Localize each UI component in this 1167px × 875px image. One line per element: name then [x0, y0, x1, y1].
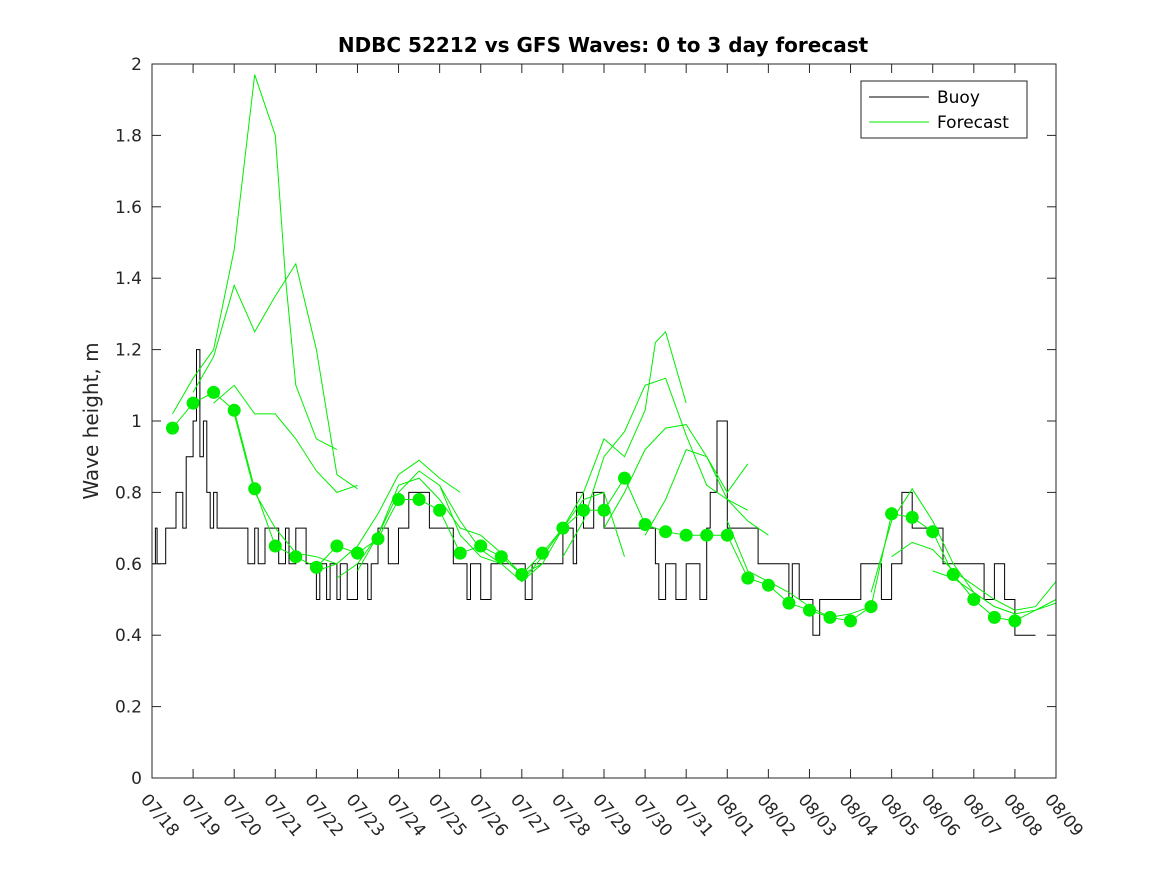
forecast-run-line-12	[644, 448, 769, 536]
forecast-marker	[679, 528, 693, 542]
forecast-marker	[1008, 614, 1022, 628]
forecast-marker	[556, 521, 570, 535]
forecast-marker	[535, 546, 549, 560]
forecast-run-line-5	[316, 459, 461, 572]
y-axis-label: Wave height, m	[79, 342, 103, 499]
forecast-run-line-8	[439, 485, 625, 583]
forecast-marker	[494, 550, 508, 564]
y-tick-label: 0.6	[115, 555, 142, 575]
legend-box	[860, 80, 1028, 139]
y-tick-label: 1.2	[115, 341, 142, 361]
forecast-marker	[309, 560, 323, 574]
forecast-marker	[268, 539, 282, 553]
forecast-marker	[926, 525, 940, 539]
forecast-marker	[453, 546, 467, 560]
forecast-run-line-6	[336, 470, 502, 579]
forecast-marker	[803, 603, 816, 617]
legend-forecast-label: Forecast	[937, 113, 1009, 133]
forecast-marker	[392, 493, 405, 506]
y-tick-label: 2	[131, 55, 142, 75]
forecast-run-line-2	[192, 262, 358, 490]
forecast-run-line-1	[172, 74, 338, 451]
forecast-run-line-3	[213, 384, 358, 493]
y-tick-label: 1	[131, 412, 142, 432]
forecast-marker	[864, 600, 878, 614]
forecast-marker	[905, 510, 919, 524]
forecast-marker	[577, 503, 590, 517]
forecast-marker	[741, 571, 755, 585]
y-axis: 0 0.2 0.4 0.6 0.8 1 1.2 1.4 1.6 1.8 2	[115, 55, 1056, 789]
y-tick-label: 0	[131, 769, 142, 789]
forecast-marker	[166, 421, 179, 435]
forecast-marker	[474, 539, 488, 553]
y-tick-label: 0.8	[115, 483, 142, 503]
forecast-marker	[207, 385, 221, 399]
forecast-marker	[659, 525, 673, 539]
legend: Buoy Forecast	[860, 80, 1028, 139]
forecast-run-line-9	[521, 330, 687, 582]
forecast-marker	[186, 396, 200, 410]
forecast-run-line-4	[233, 413, 338, 565]
forecast-marker	[330, 539, 344, 553]
forecast-marker	[720, 528, 734, 542]
forecast-marker	[371, 532, 385, 546]
forecast-marker	[227, 403, 241, 417]
chart-title: NDBC 52212 vs GFS Waves: 0 to 3 day fore…	[338, 33, 869, 57]
forecast-marker	[433, 503, 447, 517]
forecast-run-line-15	[891, 541, 1057, 611]
forecast-run-line-10	[562, 377, 749, 557]
y-tick-label: 1.6	[115, 198, 142, 218]
forecast-marker	[946, 568, 960, 581]
forecast-marker	[967, 593, 981, 606]
forecast-marker	[351, 546, 364, 560]
forecast-marker	[885, 507, 899, 521]
forecast-marker	[248, 482, 262, 496]
forecast-marker	[823, 610, 837, 624]
forecast-marker	[761, 578, 775, 592]
y-tick-label: 1.4	[115, 269, 142, 289]
forecast-marker	[782, 596, 796, 610]
forecast-run-line-7	[357, 477, 543, 576]
forecast-marker	[618, 471, 631, 485]
y-tick-label: 0.4	[115, 626, 142, 646]
forecast-marker	[412, 493, 426, 506]
plot-area	[152, 74, 1057, 636]
forecast-marker	[987, 610, 1001, 624]
buoy-series-line	[152, 349, 1036, 636]
legend-buoy-label: Buoy	[937, 88, 980, 108]
forecast-marker	[289, 550, 303, 564]
forecast-marker	[515, 568, 529, 581]
forecast-run-line-11	[603, 424, 749, 529]
forecast-marker	[638, 518, 652, 531]
y-tick-label: 1.8	[115, 126, 142, 146]
forecast-marker	[597, 503, 611, 517]
forecast-marker	[844, 614, 857, 628]
forecast-marker	[700, 528, 714, 542]
y-tick-label: 0.2	[115, 698, 142, 718]
